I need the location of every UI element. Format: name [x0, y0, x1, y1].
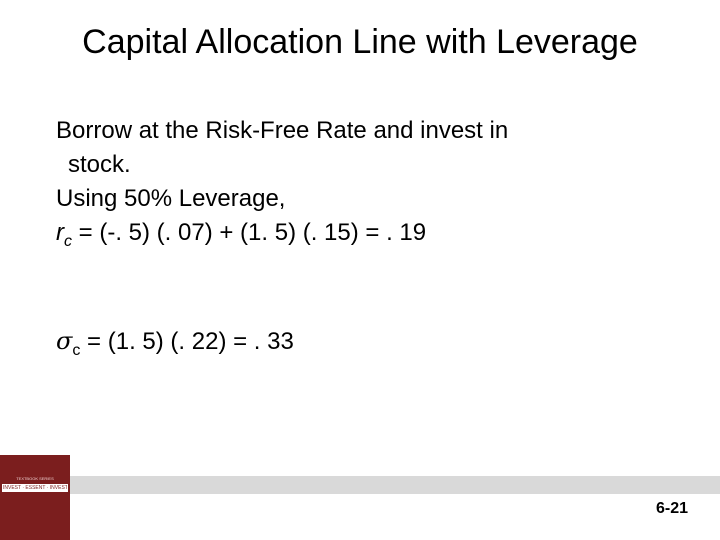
- body-line-1: Borrow at the Risk-Free Rate and invest …: [56, 117, 509, 144]
- slide-body: Borrow at the Risk-Free Rate and invest …: [56, 114, 676, 259]
- rc-expression: = (-. 5) (. 07) + (1. 5) (. 15) = . 19: [72, 219, 427, 246]
- rc-formula: rc = (-. 5) (. 07) + (1. 5) (. 15) = . 1…: [56, 216, 676, 259]
- body-line-3: Using 50% Leverage,: [56, 185, 286, 212]
- sigma-subscript: c: [72, 342, 81, 359]
- page-number: 6-21: [655, 500, 688, 517]
- logo-top-text: TEXTBOOK SERIES: [16, 476, 54, 481]
- sigma-formula: σc = (1. 5) (. 22) = . 33: [56, 324, 294, 368]
- logo-band: [2, 484, 68, 492]
- logo-text: INVEST · ESSENT · INVESTMENTS: [3, 485, 67, 491]
- rc-symbol: r: [56, 219, 64, 246]
- footer-bar: [70, 476, 720, 494]
- publisher-logo: [0, 455, 70, 540]
- sigma-expression: = (1. 5) (. 22) = . 33: [80, 328, 294, 355]
- slide-title: Capital Allocation Line with Leverage: [82, 23, 638, 61]
- footer-area: [70, 494, 720, 540]
- rc-subscript: c: [64, 233, 72, 250]
- body-line-2: stock.: [68, 151, 131, 178]
- sigma-symbol: σ: [56, 327, 73, 355]
